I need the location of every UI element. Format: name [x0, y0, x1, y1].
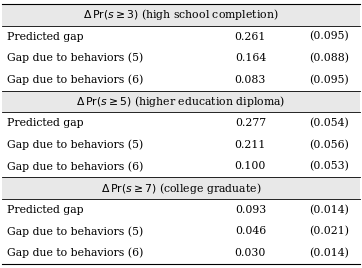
- Text: (0.088): (0.088): [310, 53, 349, 63]
- Text: $\Delta\,\mathrm{Pr}(s \geq 3)$ (high school completion): $\Delta\,\mathrm{Pr}(s \geq 3)$ (high sc…: [83, 7, 279, 22]
- Text: (0.095): (0.095): [310, 75, 349, 85]
- Text: Gap due to behaviors (6): Gap due to behaviors (6): [7, 161, 144, 172]
- Bar: [2, 91, 360, 112]
- Text: $\Delta\,\mathrm{Pr}(s \geq 7)$ (college graduate): $\Delta\,\mathrm{Pr}(s \geq 7)$ (college…: [101, 181, 261, 196]
- Text: (0.054): (0.054): [310, 118, 349, 128]
- Text: 0.211: 0.211: [235, 140, 266, 150]
- Text: Predicted gap: Predicted gap: [7, 118, 84, 128]
- Text: (0.056): (0.056): [310, 140, 349, 150]
- Text: Gap due to behaviors (6): Gap due to behaviors (6): [7, 248, 144, 258]
- Bar: [2, 177, 360, 199]
- Text: (0.053): (0.053): [310, 161, 349, 172]
- Text: 0.030: 0.030: [235, 248, 266, 258]
- Text: $\Delta\,\mathrm{Pr}(s \geq 5)$ (higher education diploma): $\Delta\,\mathrm{Pr}(s \geq 5)$ (higher …: [76, 94, 286, 109]
- Text: 0.046: 0.046: [235, 226, 266, 236]
- Text: Gap due to behaviors (5): Gap due to behaviors (5): [7, 140, 143, 150]
- Text: (0.014): (0.014): [310, 205, 349, 215]
- Text: Gap due to behaviors (5): Gap due to behaviors (5): [7, 226, 143, 237]
- Text: 0.164: 0.164: [235, 53, 266, 63]
- Text: 0.083: 0.083: [235, 75, 266, 85]
- Text: 0.277: 0.277: [235, 118, 266, 128]
- Text: 0.093: 0.093: [235, 205, 266, 215]
- Text: (0.014): (0.014): [310, 248, 349, 258]
- Text: Predicted gap: Predicted gap: [7, 32, 84, 42]
- Text: 0.100: 0.100: [235, 162, 266, 172]
- Text: (0.095): (0.095): [310, 31, 349, 42]
- Text: Gap due to behaviors (6): Gap due to behaviors (6): [7, 75, 144, 85]
- Text: Gap due to behaviors (5): Gap due to behaviors (5): [7, 53, 143, 64]
- Text: Predicted gap: Predicted gap: [7, 205, 84, 215]
- Text: (0.021): (0.021): [310, 226, 349, 237]
- Bar: [2, 4, 360, 26]
- Text: 0.261: 0.261: [235, 32, 266, 42]
